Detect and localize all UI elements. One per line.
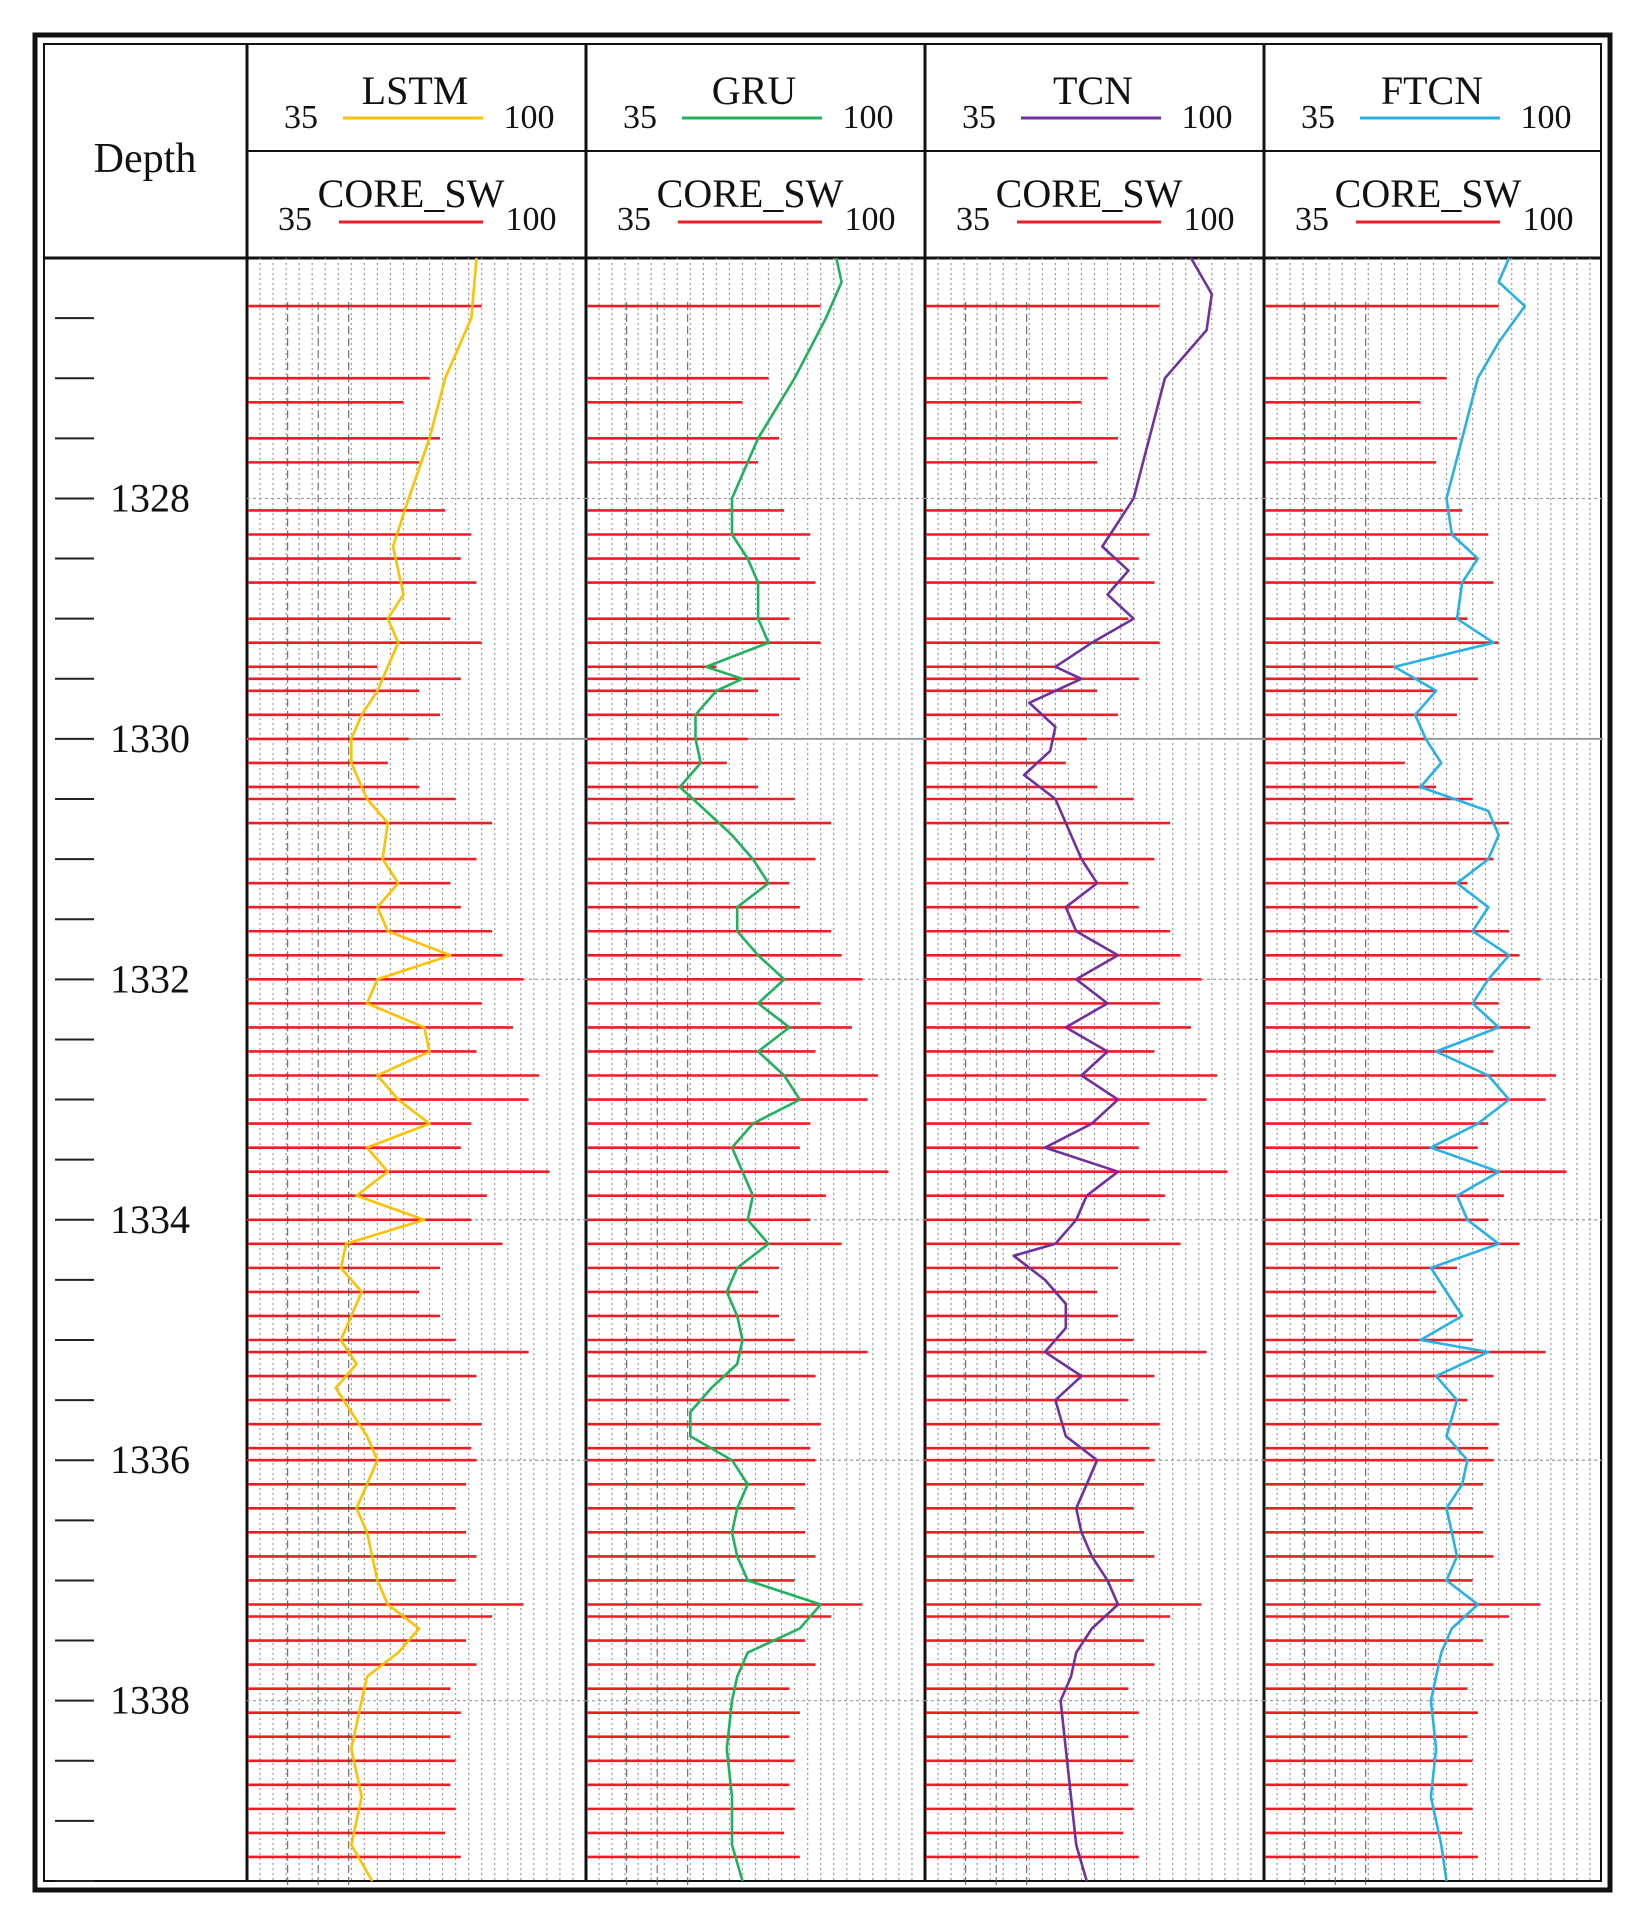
core-min-label: 35 [617,201,651,238]
depth-tick-label: 1338 [110,1678,190,1723]
legend-series-name: FTCN [1381,68,1483,113]
header: Depth [44,136,1601,260]
depth-tick-label: 1332 [110,956,190,1001]
legend-ftcn: 35 FTCN 100 [1301,68,1572,136]
outer-frame [32,32,1613,1893]
core-series-name: CORE_SW [996,171,1183,216]
core-series-name: CORE_SW [657,171,844,216]
legend-series-name: TCN [1053,68,1133,113]
legend-min-label: 35 [962,99,996,136]
legend-min-label: 35 [623,99,657,136]
curve-tcn [1012,257,1214,1882]
core-max-label: 100 [845,201,896,238]
curve-ftcn [1393,257,1527,1882]
legend-max-label: 100 [504,99,555,136]
legend-series-name: GRU [712,68,797,113]
depth-tick-label: 1336 [110,1437,190,1482]
depth-axis-title: Depth [94,136,197,182]
legend-gru: 35 GRU 100 [623,68,894,136]
core-min-label: 35 [956,201,990,238]
curve-gru [678,257,843,1882]
legend-tcn: 35 TCN 100 [962,68,1233,136]
tracks: 35LSTM10035CORE_SW10035GRU10035CORE_SW10… [247,68,1603,1885]
legend-max-label: 100 [1521,99,1572,136]
depth-tick-label: 1328 [110,475,190,520]
core-series-name: CORE_SW [1335,171,1522,216]
legend-lstm: 35 LSTM 100 [284,68,555,136]
legend-min-label: 35 [284,99,318,136]
core-max-label: 100 [1523,201,1574,238]
depth-tick-label: 1330 [110,716,190,761]
core-min-label: 35 [1295,201,1329,238]
depth-track: 1328 1330 1332 1334 1336 1338 [55,317,190,1882]
core-series-name: CORE_SW [318,171,505,216]
inner-frame [43,43,1602,1882]
legend-max-label: 100 [1182,99,1233,136]
core-max-label: 100 [1184,201,1235,238]
legend-min-label: 35 [1301,99,1335,136]
core-max-label: 100 [506,201,557,238]
legend-series-name: LSTM [362,68,469,113]
depth-tick-label: 1334 [110,1197,190,1242]
curve-lstm [334,257,478,1882]
core-min-label: 35 [278,201,312,238]
legend-max-label: 100 [843,99,894,136]
